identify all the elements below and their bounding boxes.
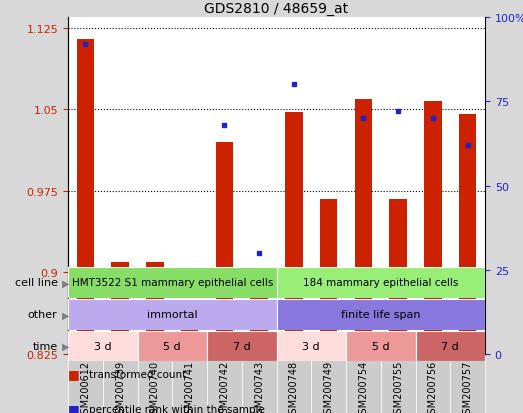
- Text: 7 d: 7 d: [233, 341, 251, 351]
- Bar: [181, 305, 198, 354]
- Bar: [251, 273, 268, 354]
- Text: finite life span: finite life span: [341, 310, 420, 320]
- Bar: [285, 112, 303, 354]
- Text: 3 d: 3 d: [94, 341, 111, 351]
- Text: ▶: ▶: [62, 310, 69, 320]
- Bar: [355, 99, 372, 354]
- Text: ▶: ▶: [62, 278, 69, 288]
- Text: percentile rank within the sample: percentile rank within the sample: [89, 404, 265, 413]
- Text: ■: ■: [68, 403, 84, 413]
- Text: 5 d: 5 d: [372, 341, 390, 351]
- Text: cell line: cell line: [15, 278, 58, 288]
- Bar: [207, 354, 242, 413]
- Text: 5 d: 5 d: [163, 341, 181, 351]
- Text: transformed count: transformed count: [89, 369, 186, 379]
- Bar: [207, 331, 277, 361]
- Text: 7 d: 7 d: [441, 341, 459, 351]
- Bar: [277, 267, 485, 298]
- Bar: [346, 331, 415, 361]
- Bar: [277, 331, 346, 361]
- Bar: [242, 354, 277, 413]
- Text: immortal: immortal: [147, 310, 198, 320]
- Bar: [68, 354, 103, 413]
- Bar: [77, 40, 94, 354]
- Bar: [390, 199, 407, 354]
- Bar: [68, 267, 277, 298]
- Bar: [138, 331, 207, 361]
- Bar: [450, 354, 485, 413]
- Bar: [415, 331, 485, 361]
- Bar: [311, 354, 346, 413]
- Bar: [277, 354, 311, 413]
- Bar: [424, 102, 441, 354]
- Bar: [415, 354, 450, 413]
- Text: time: time: [32, 341, 58, 351]
- Bar: [138, 354, 172, 413]
- Bar: [381, 354, 415, 413]
- Text: ■: ■: [68, 368, 84, 380]
- Bar: [172, 354, 207, 413]
- Bar: [103, 354, 138, 413]
- Bar: [215, 142, 233, 354]
- Text: 3 d: 3 d: [302, 341, 320, 351]
- Text: HMT3522 S1 mammary epithelial cells: HMT3522 S1 mammary epithelial cells: [72, 278, 273, 288]
- Bar: [459, 114, 476, 354]
- Bar: [277, 299, 485, 330]
- Title: GDS2810 / 48659_at: GDS2810 / 48659_at: [204, 2, 348, 16]
- Bar: [346, 354, 381, 413]
- Text: 184 mammary epithelial cells: 184 mammary epithelial cells: [303, 278, 459, 288]
- Bar: [146, 262, 164, 354]
- Text: ▶: ▶: [62, 341, 69, 351]
- Bar: [111, 262, 129, 354]
- Text: other: other: [28, 310, 58, 320]
- Bar: [320, 199, 337, 354]
- Bar: [68, 299, 277, 330]
- Bar: [68, 331, 138, 361]
